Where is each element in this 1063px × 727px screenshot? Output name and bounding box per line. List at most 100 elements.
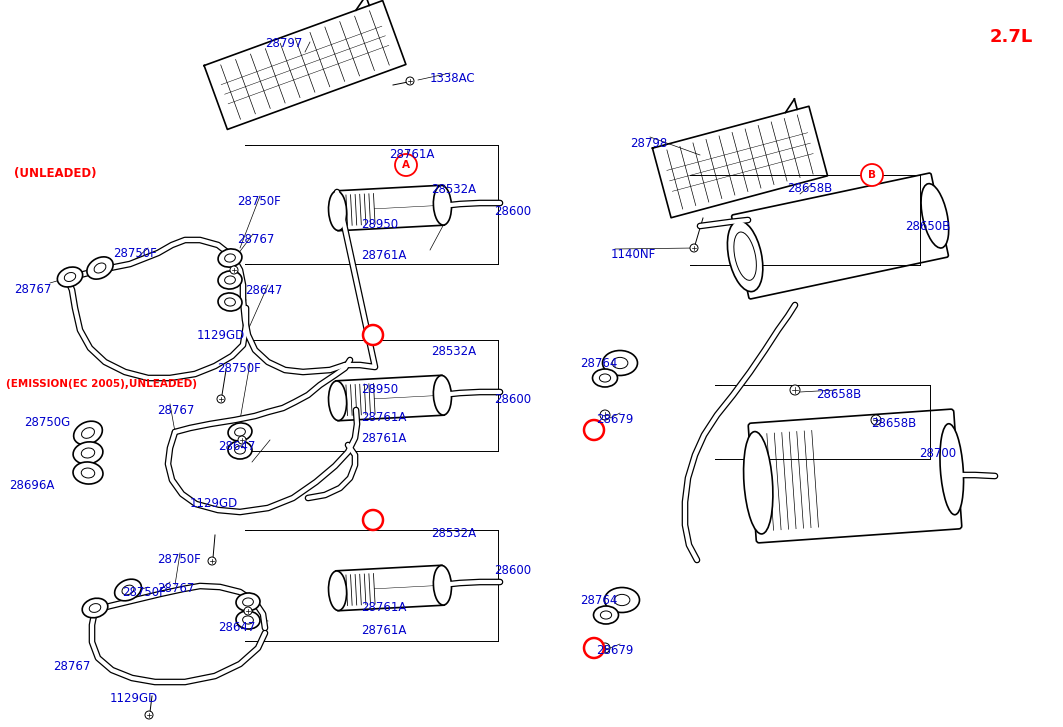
Ellipse shape xyxy=(601,611,611,619)
Ellipse shape xyxy=(81,468,95,478)
Ellipse shape xyxy=(603,350,638,376)
Text: 28650B: 28650B xyxy=(905,220,950,233)
Text: 28767: 28767 xyxy=(237,233,274,246)
Ellipse shape xyxy=(236,611,260,629)
Text: 1129GD: 1129GD xyxy=(109,692,158,705)
Text: 28761A: 28761A xyxy=(389,148,435,161)
Text: 28600: 28600 xyxy=(494,564,532,577)
Text: 1129GD: 1129GD xyxy=(197,329,246,342)
Ellipse shape xyxy=(73,442,103,464)
Text: 28767: 28767 xyxy=(157,582,195,595)
Text: 28950: 28950 xyxy=(361,383,399,396)
Text: 28532A: 28532A xyxy=(431,527,476,540)
Text: 28764: 28764 xyxy=(580,357,618,370)
Ellipse shape xyxy=(87,257,113,279)
Ellipse shape xyxy=(224,276,235,284)
Ellipse shape xyxy=(612,358,628,369)
FancyBboxPatch shape xyxy=(335,566,445,611)
Ellipse shape xyxy=(434,566,452,605)
Ellipse shape xyxy=(744,432,773,534)
Circle shape xyxy=(244,607,252,615)
Circle shape xyxy=(871,415,881,425)
Text: A: A xyxy=(402,160,410,170)
Circle shape xyxy=(362,325,383,345)
Text: 28750F: 28750F xyxy=(237,195,281,208)
Text: 28658B: 28658B xyxy=(787,182,832,195)
Circle shape xyxy=(208,557,216,565)
Ellipse shape xyxy=(434,375,452,415)
Text: 28798: 28798 xyxy=(630,137,668,150)
Ellipse shape xyxy=(600,374,610,382)
Text: (UNLEADED): (UNLEADED) xyxy=(14,167,97,180)
Circle shape xyxy=(395,154,417,176)
Text: 28750F: 28750F xyxy=(113,247,156,260)
Text: 28761A: 28761A xyxy=(361,411,406,424)
Circle shape xyxy=(861,164,883,186)
Text: 28658B: 28658B xyxy=(871,417,916,430)
Text: B: B xyxy=(868,170,876,180)
Ellipse shape xyxy=(605,587,640,613)
Ellipse shape xyxy=(73,421,102,445)
Ellipse shape xyxy=(727,221,763,292)
Circle shape xyxy=(584,638,604,658)
Circle shape xyxy=(584,420,604,440)
Text: 28647: 28647 xyxy=(244,284,283,297)
Ellipse shape xyxy=(122,585,134,595)
Text: 28764: 28764 xyxy=(580,594,618,607)
Ellipse shape xyxy=(227,441,252,459)
Text: 28761A: 28761A xyxy=(361,624,406,637)
Ellipse shape xyxy=(235,446,246,454)
Text: 28532A: 28532A xyxy=(431,345,476,358)
Text: 28647: 28647 xyxy=(218,621,255,634)
Circle shape xyxy=(145,711,153,719)
Ellipse shape xyxy=(81,448,95,458)
Circle shape xyxy=(217,395,225,403)
Ellipse shape xyxy=(57,267,83,287)
Text: 28750G: 28750G xyxy=(24,416,70,429)
Ellipse shape xyxy=(115,579,141,601)
Ellipse shape xyxy=(82,598,107,618)
Ellipse shape xyxy=(242,598,253,606)
Text: 28767: 28767 xyxy=(53,660,90,673)
Text: 2.7L: 2.7L xyxy=(990,28,1033,46)
Ellipse shape xyxy=(218,293,242,311)
Text: 1140NF: 1140NF xyxy=(611,248,656,261)
Ellipse shape xyxy=(921,184,948,248)
Text: 28767: 28767 xyxy=(14,283,51,296)
Text: 28797: 28797 xyxy=(265,37,302,50)
Ellipse shape xyxy=(614,595,630,606)
Text: 28761A: 28761A xyxy=(361,432,406,445)
Text: 28679: 28679 xyxy=(596,413,634,426)
Ellipse shape xyxy=(82,427,95,438)
Ellipse shape xyxy=(733,232,757,281)
Circle shape xyxy=(690,244,698,252)
Ellipse shape xyxy=(328,571,347,611)
Text: 1338AC: 1338AC xyxy=(431,72,475,85)
Text: 28647: 28647 xyxy=(218,440,255,453)
FancyBboxPatch shape xyxy=(748,409,962,543)
Text: 28750F: 28750F xyxy=(217,362,260,375)
Text: 28750F: 28750F xyxy=(157,553,201,566)
FancyBboxPatch shape xyxy=(335,375,445,421)
Ellipse shape xyxy=(242,616,253,624)
Ellipse shape xyxy=(235,428,246,436)
Circle shape xyxy=(600,410,610,420)
Ellipse shape xyxy=(73,462,103,484)
Ellipse shape xyxy=(224,254,235,262)
Text: 28679: 28679 xyxy=(596,644,634,657)
Ellipse shape xyxy=(218,271,242,289)
Ellipse shape xyxy=(224,298,235,306)
Text: 1129GD: 1129GD xyxy=(190,497,238,510)
FancyBboxPatch shape xyxy=(731,173,948,299)
Ellipse shape xyxy=(593,606,619,624)
Text: 28750F: 28750F xyxy=(122,586,166,599)
Text: 28700: 28700 xyxy=(919,447,956,460)
Circle shape xyxy=(362,510,383,530)
Ellipse shape xyxy=(89,603,101,612)
Ellipse shape xyxy=(236,593,260,611)
Circle shape xyxy=(790,385,800,395)
FancyBboxPatch shape xyxy=(335,185,445,230)
Ellipse shape xyxy=(940,424,963,515)
Text: 28761A: 28761A xyxy=(361,249,406,262)
Ellipse shape xyxy=(328,381,347,420)
